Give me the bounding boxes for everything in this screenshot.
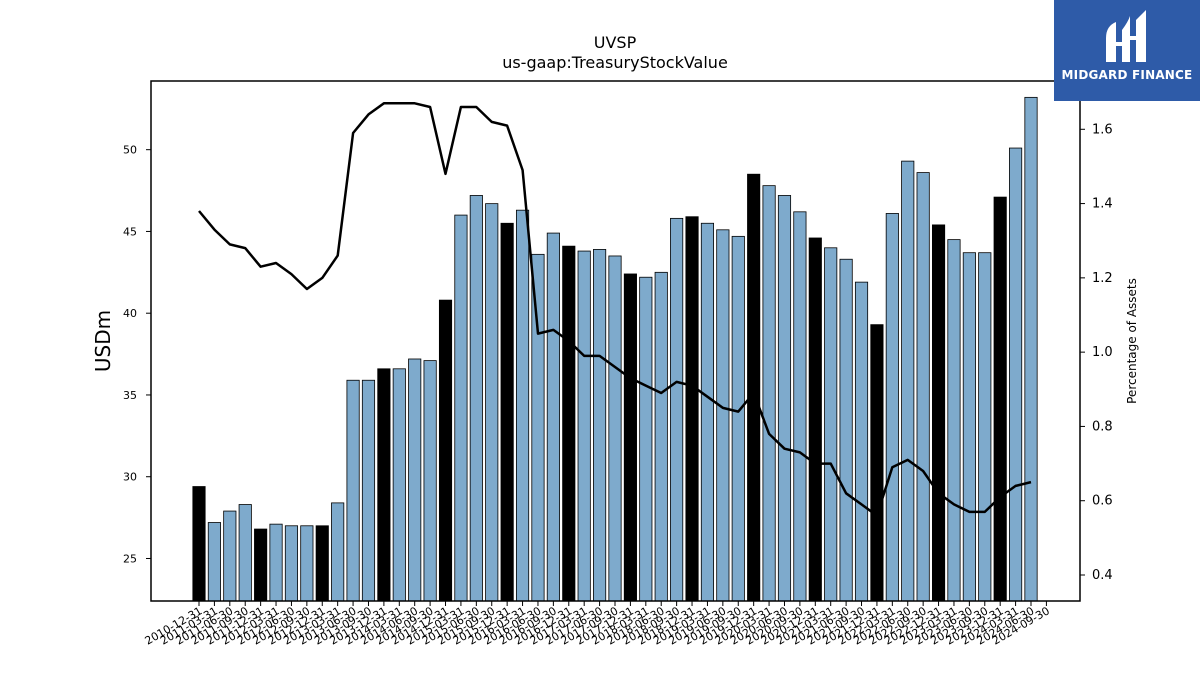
- y2-tick-label: 0.6: [1092, 494, 1113, 509]
- bar: [978, 252, 992, 602]
- bar: [500, 222, 514, 602]
- bar: [962, 252, 976, 602]
- logo-mark-icon: [1106, 10, 1146, 62]
- bar: [916, 172, 930, 602]
- y2-tick-label: 1.4: [1092, 197, 1113, 212]
- bar: [870, 324, 884, 602]
- bar: [901, 160, 915, 602]
- line-group: [198, 102, 1032, 517]
- x-ticks-group: 2010-12-312011-03-312011-06-302011-09-30…: [143, 601, 1052, 648]
- bar: [423, 360, 437, 602]
- bar: [1009, 147, 1023, 602]
- bar: [824, 247, 838, 602]
- y-tick-label: 40: [123, 307, 137, 320]
- bar: [438, 299, 453, 602]
- bar: [546, 232, 560, 602]
- bar: [931, 224, 946, 602]
- y2-tick-label: 1.0: [1092, 345, 1113, 360]
- y-tick-label: 35: [123, 389, 137, 402]
- y2-tick-label: 0.8: [1092, 419, 1113, 434]
- bar: [284, 525, 299, 602]
- bar: [885, 213, 899, 602]
- plot-frame: [150, 80, 1081, 602]
- bar: [716, 229, 730, 602]
- y-axis-label: USDm: [91, 310, 115, 372]
- bar: [700, 222, 715, 602]
- bar: [377, 368, 391, 602]
- bars-group: [192, 96, 1038, 602]
- bar: [207, 522, 221, 602]
- bar: [531, 253, 545, 602]
- y2-tick-label: 1.2: [1092, 271, 1113, 286]
- y-tick-label: 30: [123, 471, 137, 484]
- y2-tick-label: 0.4: [1092, 568, 1113, 583]
- bar: [854, 281, 869, 602]
- bar: [654, 271, 668, 602]
- bar: [562, 245, 576, 602]
- bar: [238, 504, 252, 602]
- bar: [331, 502, 345, 602]
- bar: [762, 185, 776, 602]
- bar: [608, 255, 622, 602]
- bar: [485, 203, 499, 602]
- bar: [670, 217, 684, 602]
- bar: [408, 358, 422, 602]
- bar: [777, 195, 792, 602]
- bar: [623, 273, 637, 602]
- bar: [947, 239, 961, 602]
- bar: [593, 249, 607, 602]
- bar: [577, 250, 591, 602]
- bar: [515, 209, 530, 602]
- chart-title: UVSP: [594, 33, 637, 52]
- bar: [454, 214, 468, 602]
- bar: [192, 486, 206, 602]
- y-ticks-group: 25 30 35 40 45 50: [123, 144, 151, 565]
- bar: [300, 525, 314, 602]
- bar: [808, 237, 822, 602]
- bar: [346, 379, 360, 602]
- bar: [747, 173, 761, 602]
- logo-text: MIDGARD FINANCE: [1061, 68, 1193, 82]
- bar: [839, 258, 853, 602]
- bar: [361, 379, 376, 602]
- y2-ticks-group: 0.4 0.6 0.8 1.0 1.2 1.4 1.6: [1080, 122, 1113, 583]
- bar: [269, 523, 283, 602]
- y2-tick-label: 1.6: [1092, 122, 1113, 137]
- bar: [731, 235, 745, 602]
- bar: [639, 276, 653, 602]
- y-tick-label: 25: [123, 552, 137, 565]
- bar: [315, 525, 329, 602]
- bar: [392, 368, 406, 602]
- bar: [1024, 96, 1038, 602]
- bar: [223, 510, 237, 602]
- bar: [254, 528, 268, 602]
- bar: [993, 196, 1007, 602]
- bar: [793, 211, 807, 602]
- y-tick-label: 45: [123, 225, 137, 238]
- logo-badge: MIDGARD FINANCE: [1054, 0, 1200, 101]
- y2-axis-label: Percentage of Assets: [1125, 278, 1139, 404]
- y-tick-label: 50: [123, 144, 137, 157]
- series-line: [198, 102, 1032, 517]
- bar: [469, 195, 483, 602]
- bar: [685, 216, 699, 602]
- chart-subtitle: us-gaap:TreasuryStockValue: [502, 53, 728, 72]
